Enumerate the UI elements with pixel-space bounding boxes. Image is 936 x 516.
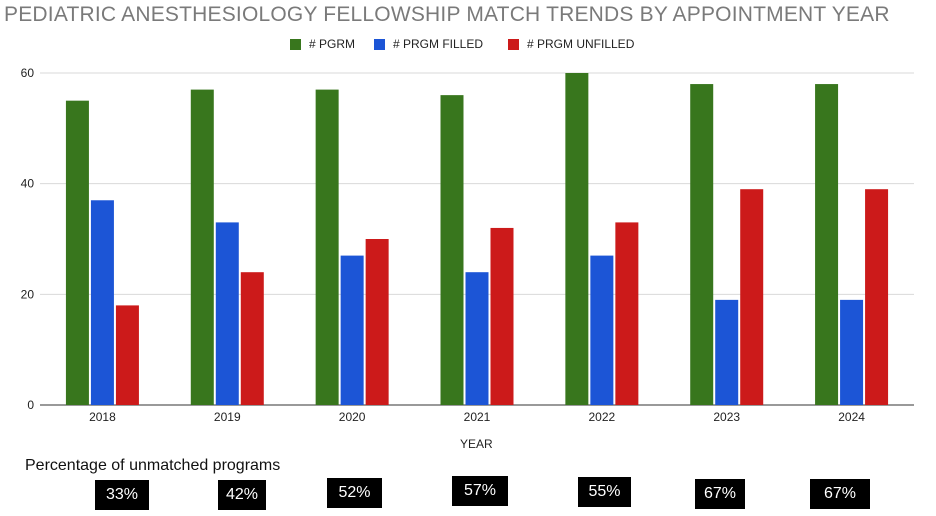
legend-swatch-pgrm — [290, 38, 301, 50]
bar-2020-series-2 — [340, 255, 364, 405]
bar-2019-series-3 — [240, 272, 264, 405]
bar-2023-series-3 — [740, 189, 764, 405]
unmatched-pct-2019: 42% — [218, 480, 266, 510]
legend: # PGRM # PRGM FILLED # PRGM UNFILLED — [0, 37, 936, 53]
bar-2021-series-1 — [440, 95, 464, 405]
legend-item-pgrm: # PGRM — [290, 37, 355, 51]
legend-swatch-unfilled — [508, 38, 519, 50]
bar-2018-series-1 — [65, 100, 89, 406]
bar-2024-series-3 — [865, 189, 889, 405]
unmatched-pct-2021: 57% — [452, 476, 508, 506]
y-tick-label-0: 0 — [27, 398, 34, 412]
bar-2022-series-1 — [565, 73, 589, 405]
x-tick-label-2022: 2022 — [589, 410, 616, 424]
legend-item-unfilled: # PRGM UNFILLED — [508, 37, 634, 51]
bar-2022-series-3 — [615, 222, 639, 405]
bar-2022-series-2 — [590, 255, 614, 405]
y-tick-label-60: 60 — [21, 66, 35, 80]
x-tick-label-2021: 2021 — [464, 410, 491, 424]
bar-2021-series-2 — [465, 272, 489, 405]
bar-2020-series-1 — [315, 89, 339, 405]
chart-title: PEDIATRIC ANESTHESIOLOGY FELLOWSHIP MATC… — [4, 3, 890, 26]
x-tick-label-2018: 2018 — [89, 410, 116, 424]
unmatched-pct-2018: 33% — [95, 480, 149, 510]
bar-2023-series-2 — [715, 299, 739, 405]
legend-label-pgrm: # PGRM — [309, 37, 356, 51]
x-tick-label-2024: 2024 — [838, 410, 865, 424]
x-tick-label-2019: 2019 — [214, 410, 241, 424]
bar-2024-series-2 — [840, 299, 864, 405]
legend-swatch-filled — [374, 38, 385, 50]
bar-2021-series-3 — [490, 227, 514, 405]
unmatched-title: Percentage of unmatched programs — [25, 457, 281, 474]
legend-item-filled: # PRGM FILLED — [374, 37, 483, 51]
bar-2019-series-2 — [215, 222, 239, 405]
bar-2020-series-3 — [365, 239, 389, 405]
bar-2018-series-3 — [115, 305, 139, 405]
unmatched-pct-2022: 55% — [578, 477, 631, 507]
bar-2024-series-1 — [815, 84, 839, 406]
x-tick-label-2023: 2023 — [713, 410, 740, 424]
bar-2018-series-2 — [90, 200, 114, 405]
bar-2023-series-1 — [690, 84, 714, 406]
unmatched-pct-2024: 67% — [810, 479, 870, 509]
x-axis-title: YEAR — [460, 437, 493, 451]
legend-label-filled: # PRGM FILLED — [393, 37, 484, 51]
x-tick-label-2020: 2020 — [339, 410, 366, 424]
unmatched-pct-2020: 52% — [327, 478, 382, 508]
bar-2019-series-1 — [190, 89, 214, 405]
y-tick-label-40: 40 — [21, 177, 35, 191]
legend-label-unfilled: # PRGM UNFILLED — [527, 37, 635, 51]
unmatched-pct-2023: 67% — [695, 479, 745, 509]
y-tick-label-20: 20 — [21, 287, 35, 301]
